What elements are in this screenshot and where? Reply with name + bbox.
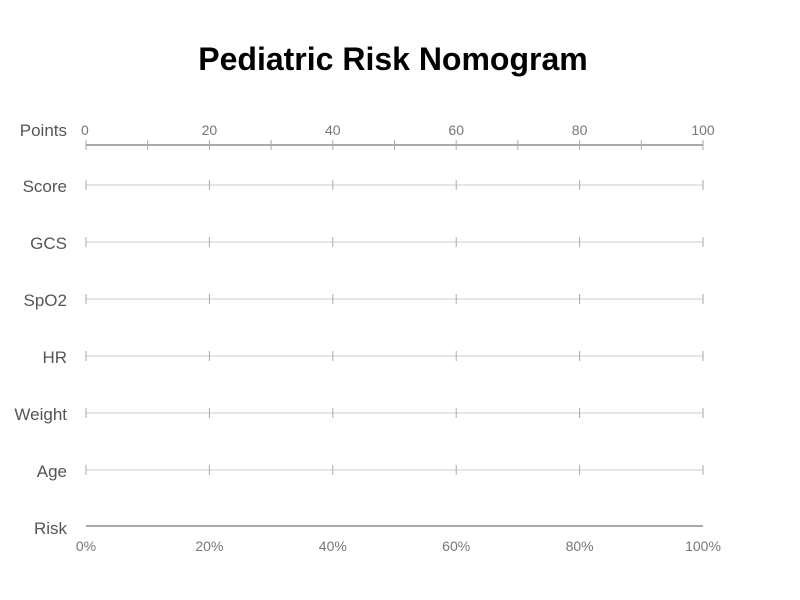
axes-layer: Points 0 20 40 60 80 100 Score GCS SpO2 HR Weight Ag… <box>14 121 721 554</box>
risk-tick-label: 60% <box>442 538 470 554</box>
axis-label-score: Score <box>23 177 67 196</box>
axis-label-hr: HR <box>42 348 67 367</box>
points-tick-label: 60 <box>448 122 464 138</box>
points-tick-label: 20 <box>202 122 218 138</box>
risk-tick-label: 100% <box>685 538 721 554</box>
risk-axis-label: Risk <box>34 519 68 538</box>
chart-title: Pediatric Risk Nomogram <box>198 41 587 77</box>
risk-tick-label: 80% <box>566 538 594 554</box>
risk-tick-label: 0% <box>76 538 96 554</box>
points-tick-label: 40 <box>325 122 341 138</box>
points-tick-label: 0 <box>81 122 89 138</box>
points-tick-label: 100 <box>691 122 715 138</box>
risk-tick-label: 40% <box>319 538 347 554</box>
points-axis-label: Points <box>20 121 67 140</box>
risk-tick-label: 20% <box>195 538 223 554</box>
axis-label-spo2: SpO2 <box>24 291 67 310</box>
axis-label-weight: Weight <box>14 405 67 424</box>
points-tick-label: 80 <box>572 122 588 138</box>
axis-label-age: Age <box>37 462 67 481</box>
axis-label-gcs: GCS <box>30 234 67 253</box>
